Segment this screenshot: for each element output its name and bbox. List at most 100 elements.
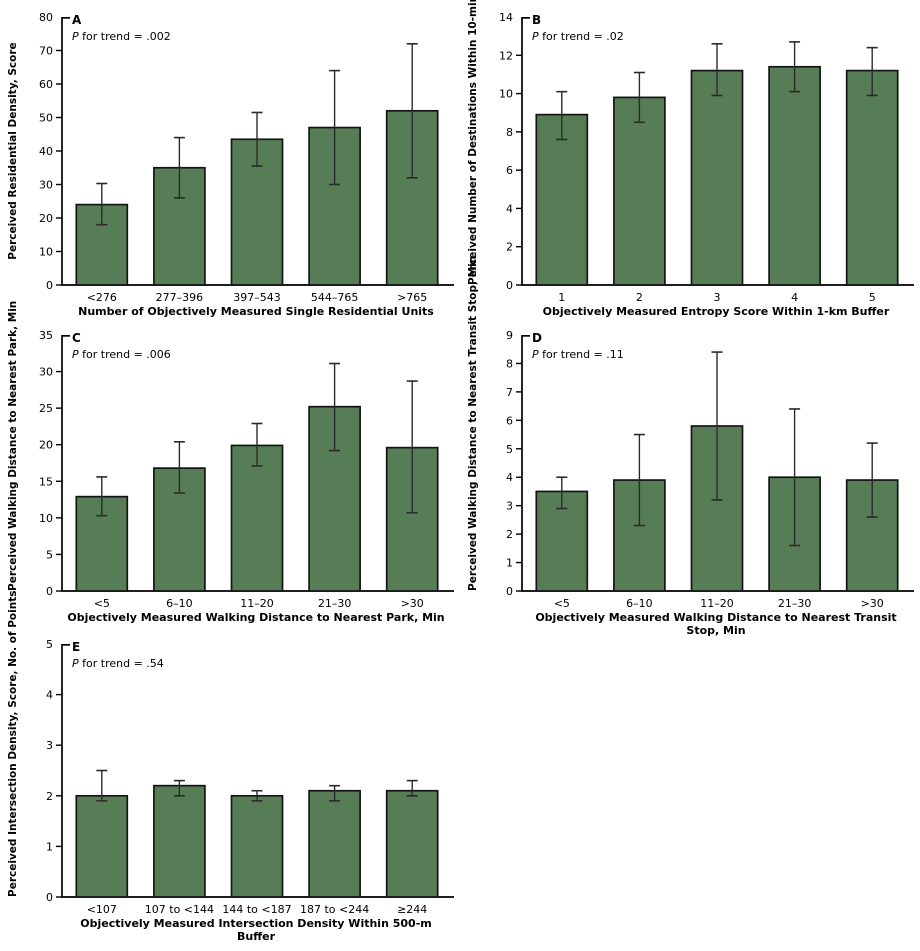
x-axis-title: Objectively Measured Walking Distance to…	[67, 611, 445, 624]
panel-a-chart: 0 10 20 30 40 50 60 70 80 <276 277–396 397–543 544–7…	[39, 11, 454, 304]
y-tick-label: 30	[39, 366, 53, 379]
panel-d: 0 1 2 3 4 5 6 7 8 9 <5 6–10 11–20 21–30 >30 D P for tr…	[460, 255, 920, 637]
y-tick-label: 2	[46, 790, 53, 803]
p-trend-text: for trend = .002	[78, 30, 171, 43]
p-for-trend: P for trend = .02	[532, 30, 624, 43]
y-tick-label: 25	[39, 402, 53, 415]
category-label: <107	[87, 903, 117, 916]
y-tick-label: 0	[46, 585, 53, 598]
y-tick-label: 1	[46, 840, 53, 853]
y-tick-label: 35	[39, 329, 53, 342]
p-symbol: P	[72, 657, 79, 670]
panel-letter: E	[72, 640, 81, 654]
y-axis-title: Perceived Intersection Density, Score, N…	[7, 590, 19, 897]
y-tick-label: 6	[506, 164, 513, 177]
category-label: 5	[869, 291, 876, 304]
x-axis-title: Objectively Measured Intersection Densit…	[80, 917, 432, 943]
category-label: 107 to <144	[145, 903, 214, 916]
y-tick-label: 50	[39, 112, 53, 125]
y-tick-label: 15	[39, 475, 53, 488]
category-label: 544–765	[311, 291, 359, 304]
y-tick-label: 0	[506, 279, 513, 292]
y-tick-label: 10	[39, 246, 53, 259]
category-label: 397–543	[233, 291, 281, 304]
category-label: 4	[791, 291, 798, 304]
category-label: 6–10	[166, 597, 193, 610]
bar	[690, 69, 744, 286]
bar	[385, 789, 439, 898]
category-label: 21–30	[318, 597, 352, 610]
category-label: <276	[87, 291, 117, 304]
category-label: >30	[401, 597, 424, 610]
y-tick-label: 0	[46, 891, 53, 904]
bar	[385, 109, 439, 286]
y-tick-label: 4	[46, 689, 53, 702]
y-tick-label: 12	[499, 49, 513, 62]
y-tick-label: 40	[39, 145, 53, 158]
bar	[768, 65, 821, 286]
y-tick-label: 10	[499, 88, 513, 101]
y-tick-label: 0	[506, 585, 513, 598]
x-axis-title: Objectively Measured Entropy Score Withi…	[542, 305, 890, 318]
y-tick-label: 2	[506, 528, 513, 541]
p-trend-text: for trend = .54	[78, 657, 164, 670]
y-tick-label: 30	[39, 179, 53, 192]
y-tick-label: 80	[39, 11, 53, 24]
category-label: 6–10	[626, 597, 653, 610]
p-symbol: P	[72, 30, 79, 43]
y-tick-label: 60	[39, 78, 53, 91]
y-tick-label: 8	[506, 357, 513, 370]
panel-letter: B	[532, 13, 542, 27]
y-tick-label: 9	[506, 329, 513, 342]
p-for-trend: P for trend = .11	[532, 348, 624, 361]
y-axis-title: Perceived Walking Distance to Nearest Pa…	[7, 300, 19, 591]
y-tick-label: 4	[506, 471, 513, 484]
p-for-trend: P for trend = .54	[72, 657, 164, 670]
y-tick-label: 3	[506, 500, 513, 513]
category-label: 11–20	[700, 597, 734, 610]
bar	[308, 789, 361, 898]
category-label: 144 to <187	[222, 903, 291, 916]
bar	[845, 69, 899, 286]
x-axis-title: Number of Objectively Measured Single Re…	[78, 305, 434, 318]
panel-e: 0 1 2 3 4 5 <107 107 to <144 144 to <187 187 to <…	[0, 590, 460, 951]
panel-c: 0 5 10 15 20 25 30 35 <5 6–10 11–20 21–30 >30 C P fo…	[0, 300, 460, 630]
y-tick-label: 14	[499, 11, 513, 24]
category-label: 3	[714, 291, 721, 304]
category-label: 1	[558, 291, 565, 304]
category-label: 21–30	[778, 597, 812, 610]
y-tick-label: 5	[46, 548, 53, 561]
category-label: >30	[861, 597, 884, 610]
category-label: 2	[636, 291, 643, 304]
y-axis-title: Perceived Number of Destinations Within …	[467, 0, 479, 285]
y-tick-label: 0	[46, 279, 53, 292]
category-label: <5	[554, 597, 570, 610]
panel-e-chart: 0 1 2 3 4 5 <107 107 to <144 144 to <187 187 to <…	[46, 638, 454, 916]
y-axis-title: Perceived Walking Distance to Nearest Tr…	[467, 255, 479, 591]
bar	[613, 96, 666, 286]
y-axis-title: Perceived Residential Density, Score	[7, 42, 19, 260]
y-tick-label: 20	[39, 439, 53, 452]
category-label: 11–20	[240, 597, 274, 610]
y-tick-label: 20	[39, 212, 53, 225]
y-tick-label: 5	[46, 638, 53, 651]
category-label: 277–396	[156, 291, 204, 304]
y-tick-label: 5	[506, 443, 513, 456]
p-for-trend: P for trend = .002	[72, 30, 171, 43]
y-tick-label: 2	[506, 241, 513, 254]
panel-letter: D	[532, 331, 542, 345]
y-tick-label: 10	[39, 512, 53, 525]
y-tick-label: 3	[46, 739, 53, 752]
p-trend-text: for trend = .11	[538, 348, 624, 361]
y-tick-label: 6	[506, 414, 513, 427]
panel-letter: C	[72, 331, 81, 345]
p-trend-text: for trend = .02	[538, 30, 624, 43]
panel-b: 0 2 4 6 8 10 12 14 1 2 3 4 5 B P for trend = .02 Per…	[460, 0, 920, 320]
bar	[230, 444, 284, 592]
category-label: >765	[397, 291, 427, 304]
bar	[75, 794, 129, 898]
category-label: ≥244	[397, 903, 427, 916]
panel-a: 0 10 20 30 40 50 60 70 80 <276 277–396 397–543 544–7…	[0, 0, 460, 320]
y-tick-label: 7	[506, 386, 513, 399]
